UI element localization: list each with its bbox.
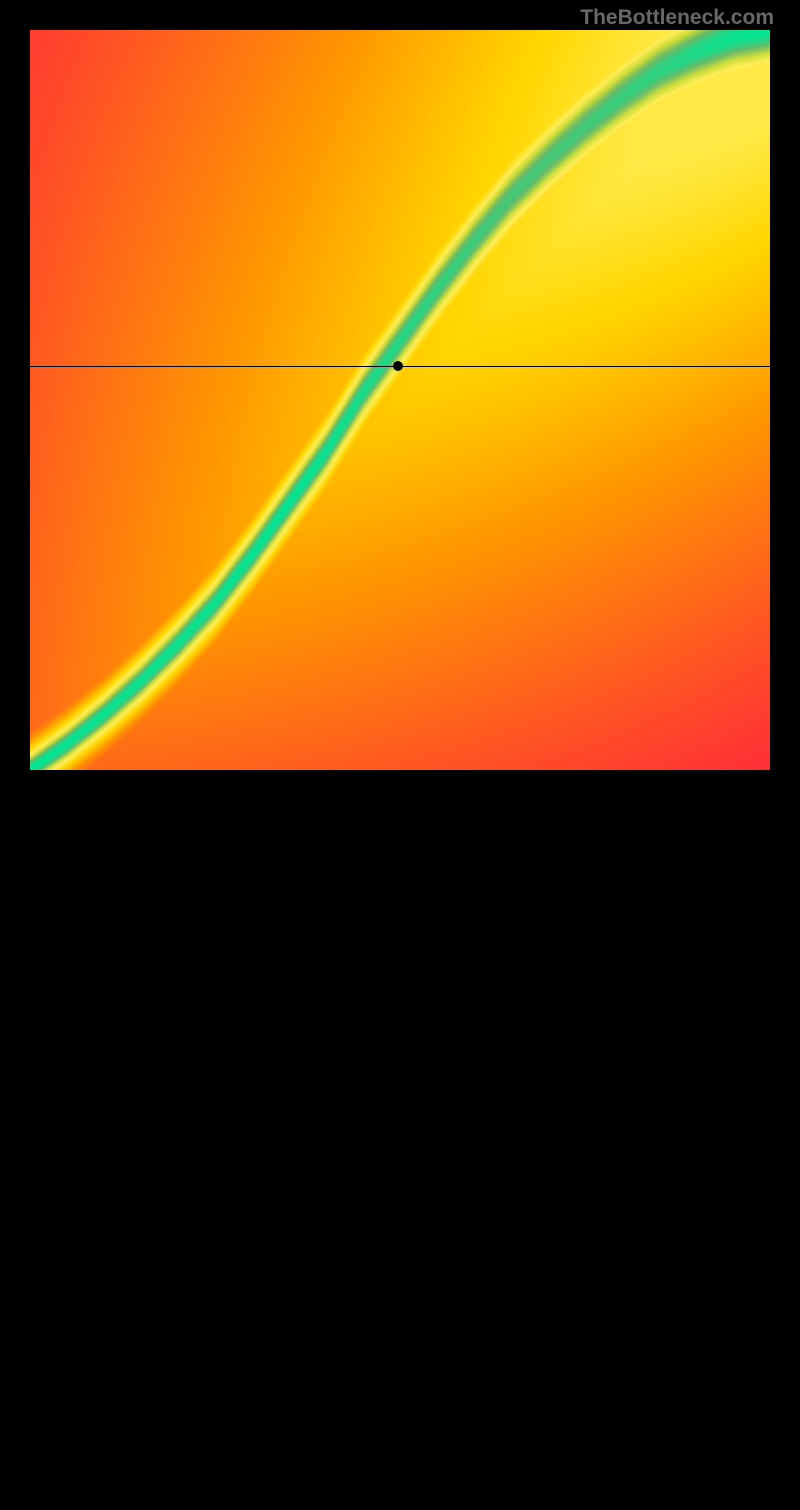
heatmap-canvas: [30, 30, 770, 770]
crosshair-vertical: [398, 770, 399, 1510]
watermark-text: TheBottleneck.com: [580, 6, 774, 30]
heatmap-plot: [30, 30, 770, 770]
datapoint-marker: [393, 361, 403, 371]
